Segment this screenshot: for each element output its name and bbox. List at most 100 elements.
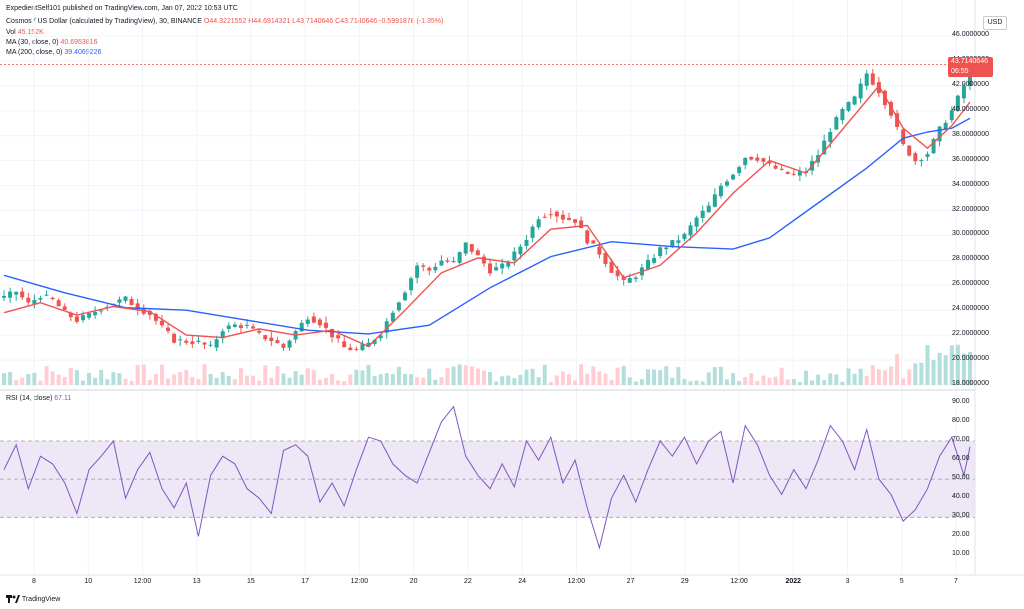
candle-body	[281, 343, 286, 348]
candle-body	[238, 325, 243, 329]
volume-bar	[737, 381, 742, 385]
volume-bar	[506, 375, 511, 385]
volume-bar	[518, 374, 523, 385]
candle-body	[463, 242, 468, 254]
volume-bar	[463, 365, 468, 385]
time-tick-label: 17	[301, 578, 310, 585]
rsi-tick-label: 70.00	[952, 435, 970, 443]
candle-body	[597, 246, 602, 255]
candle-body	[488, 263, 493, 274]
candle-body	[2, 295, 6, 298]
candle-body	[560, 214, 565, 220]
volume-bar	[633, 381, 638, 385]
volume-bar	[38, 380, 43, 385]
candle-body	[797, 171, 802, 176]
candle-body	[658, 247, 663, 256]
volume-bar	[87, 373, 92, 385]
candle-body	[773, 165, 778, 169]
volume-bar	[846, 368, 851, 385]
candle-body	[615, 270, 620, 277]
candle-body	[870, 73, 875, 85]
candle-body	[749, 156, 754, 160]
volume-bar	[317, 379, 322, 385]
volume-bar	[475, 368, 480, 385]
volume-bar	[220, 372, 225, 385]
price-tick-label: 36.0000000	[952, 155, 989, 163]
volume-bar	[451, 366, 456, 385]
ma30-label: MA (30, close, 0)	[6, 39, 59, 46]
volume-bar	[263, 365, 268, 385]
volume-bar	[269, 377, 274, 385]
candle-body	[451, 261, 456, 263]
candle-body	[439, 260, 444, 266]
candle-body	[700, 210, 705, 218]
candle-body	[56, 300, 61, 307]
candle-body	[548, 214, 553, 216]
candle-body	[93, 311, 98, 316]
candle-body	[263, 335, 268, 340]
candle-body	[8, 291, 13, 298]
volume-bar	[153, 374, 158, 385]
time-tick-label: 5	[899, 578, 904, 585]
volume-bar	[202, 364, 207, 385]
candle-body	[226, 325, 231, 329]
candle-body	[706, 205, 711, 213]
time-tick-label: 24	[518, 578, 526, 585]
price-tick-label: 32.0000000	[952, 205, 989, 213]
candle-body	[852, 96, 857, 105]
volume-value: 45.152K	[17, 29, 44, 36]
candle-body	[901, 129, 906, 145]
candle-body	[889, 102, 894, 116]
volume-bar	[724, 379, 729, 385]
candle-body	[220, 331, 225, 339]
volume-bar	[536, 377, 541, 385]
volume-bar	[184, 369, 189, 385]
ma30-legend[interactable]: MA (30, close, 0) 40.6953816	[6, 38, 97, 48]
candle-body	[172, 333, 177, 343]
rsi-legend[interactable]: RSI (14, close) 67.11	[6, 394, 71, 404]
volume-bar	[858, 368, 863, 385]
candle-body	[767, 161, 772, 164]
candle-body	[530, 226, 535, 238]
candle-body	[469, 244, 474, 252]
candle-body	[287, 340, 292, 348]
candle-body	[913, 153, 918, 162]
volume-bar	[354, 369, 359, 385]
volume-bar	[439, 377, 444, 385]
volume-bar	[488, 372, 493, 385]
volume-bar	[785, 379, 790, 385]
candle-body	[542, 216, 547, 218]
volume-bar	[955, 344, 960, 385]
candle-body	[117, 299, 122, 303]
candle-body	[895, 113, 900, 127]
candle-body	[196, 340, 201, 342]
volume-bar	[305, 368, 310, 385]
candle-body	[931, 138, 936, 154]
ma30-line	[3, 84, 971, 348]
candle-body	[882, 90, 887, 106]
volume-bar	[396, 366, 401, 385]
footer-brand[interactable]: TradingView	[6, 595, 60, 605]
volume-bar	[238, 368, 243, 385]
candle-body	[390, 312, 395, 322]
volume-bar	[172, 374, 177, 385]
candle-body	[159, 320, 164, 326]
volume-bar	[822, 380, 827, 385]
price-tick-label: 46.0000000	[952, 31, 989, 38]
volume-bar	[876, 369, 881, 385]
candle-body	[506, 262, 511, 267]
candle-body	[324, 322, 328, 328]
candle-body	[846, 101, 851, 111]
volume-bar	[409, 374, 414, 385]
currency-button[interactable]: USD	[983, 16, 1007, 30]
price-tick-label: 18.0000000	[952, 380, 989, 387]
volume-legend[interactable]: Vol 45.152K	[6, 28, 44, 38]
candle-body	[524, 239, 529, 247]
volume-bar	[603, 373, 608, 385]
volume-bar	[402, 373, 407, 385]
candle-body	[779, 168, 784, 170]
candle-body	[251, 326, 256, 329]
rsi-line	[3, 405, 971, 550]
volume-bar	[949, 345, 954, 385]
